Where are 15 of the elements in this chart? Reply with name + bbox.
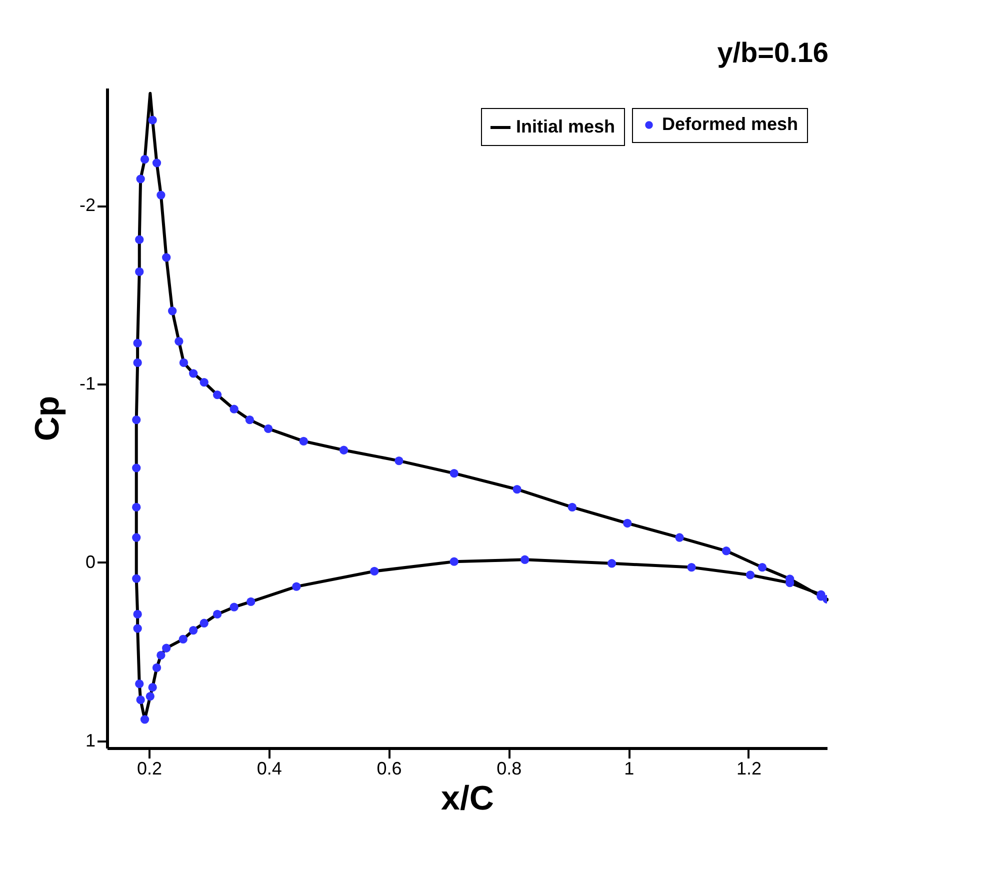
x-tick-label: 1.2 — [736, 758, 762, 778]
y-tick-label: -2 — [79, 195, 96, 216]
chart-title: y/b=0.16 — [717, 37, 828, 68]
x-tick-label: 0.6 — [376, 758, 402, 778]
legend-label: Deformed mesh — [662, 114, 798, 134]
y-tick-label: -1 — [79, 374, 96, 394]
y-tick-label: 1 — [85, 730, 96, 750]
x-tick-label: 0.8 — [496, 758, 522, 778]
x-tick-label: 1 — [624, 758, 634, 778]
x-tick-label: 0.4 — [256, 758, 282, 778]
legend-label: Initial mesh — [516, 116, 616, 136]
x-axis-title: x/C — [441, 780, 494, 818]
y-tick-label: 0 — [85, 552, 96, 572]
x-tick-label: 0.2 — [136, 758, 162, 778]
y-axis-title: Cp — [28, 396, 66, 442]
